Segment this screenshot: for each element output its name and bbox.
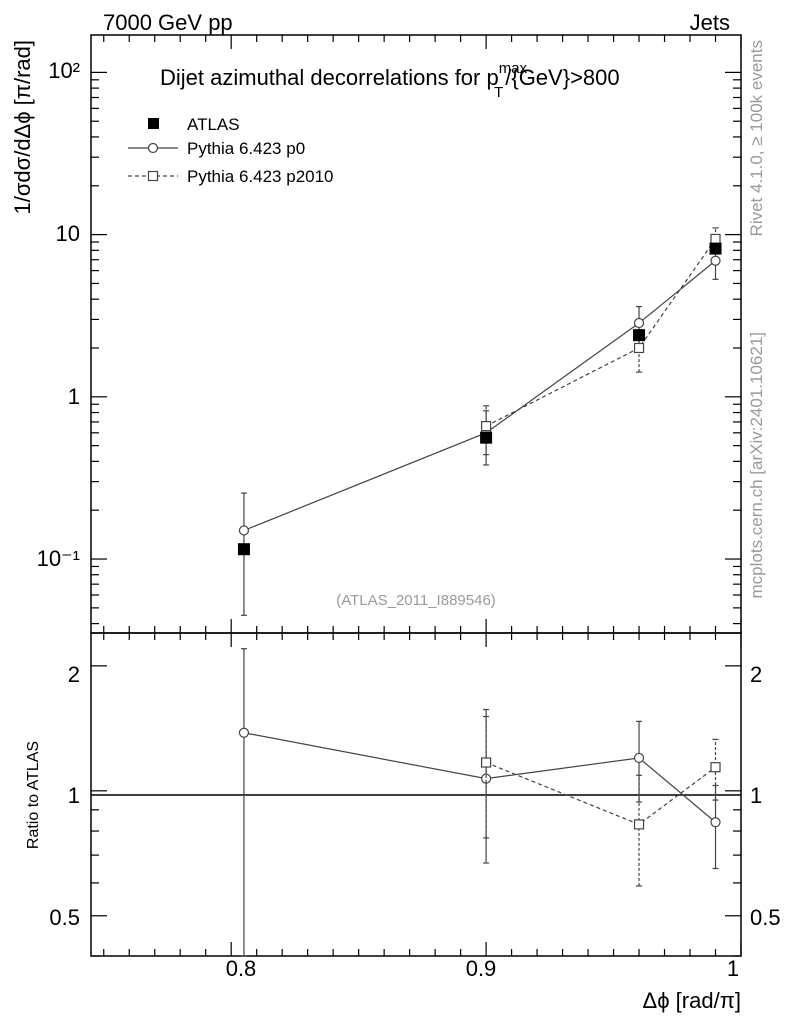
header-right: Jets bbox=[690, 10, 730, 35]
y-tick-labels: 10⁻¹ 1 10 10² bbox=[37, 58, 80, 571]
main-line-p0 bbox=[243, 260, 716, 532]
data-marks bbox=[237, 227, 722, 957]
point-atlas bbox=[237, 543, 250, 556]
main-line-p2010 bbox=[485, 238, 717, 427]
point-p0 bbox=[238, 525, 250, 536]
ratio-point-p2010 bbox=[710, 762, 721, 773]
x-tick-label-0.8: 0.8 bbox=[226, 956, 257, 981]
ratio-tick-labels: 0.5 1 2 0.5 1 2 bbox=[49, 662, 780, 930]
point-p2010 bbox=[710, 233, 721, 245]
ratio-tick-label-1: 1 bbox=[68, 783, 80, 808]
y-tick-label-100: 10² bbox=[48, 58, 80, 83]
ratio-point-p2010 bbox=[480, 757, 492, 768]
x-tick-label-1: 1 bbox=[727, 956, 739, 981]
mcplots-label: mcplots.cern.ch [arXiv:2401.10621] bbox=[747, 332, 766, 598]
ratio-tick-label-2: 2 bbox=[68, 662, 80, 687]
point-p0 bbox=[710, 255, 721, 266]
x-axis-label: Δϕ [rad/π] bbox=[643, 988, 741, 1013]
legend-marker-p2010 bbox=[147, 170, 159, 182]
ratio-line-p2010 bbox=[485, 761, 716, 826]
legend: ATLAS Pythia 6.423 p0 Pythia 6.423 p2010 bbox=[128, 115, 334, 186]
legend-label-atlas: ATLAS bbox=[187, 115, 240, 134]
point-atlas bbox=[633, 329, 646, 342]
legend-marker-p0 bbox=[147, 142, 159, 154]
legend-label-p0: Pythia 6.423 p0 bbox=[187, 139, 305, 158]
x-tick-label-0.9: 0.9 bbox=[466, 956, 497, 981]
point-p2010 bbox=[633, 342, 645, 354]
point-atlas bbox=[480, 431, 493, 444]
y-tick-label-0.1: 10⁻¹ bbox=[37, 546, 80, 571]
chart-title: Dijet azimuthal decorrelations for pmax T… bbox=[160, 60, 620, 101]
ratio-tick-label-right-1: 1 bbox=[750, 783, 762, 808]
ratio-point-p0 bbox=[710, 817, 721, 828]
point-atlas bbox=[709, 242, 722, 255]
ratio-point-p0 bbox=[480, 773, 492, 784]
y-tick-label-1: 1 bbox=[68, 384, 80, 409]
ratio-axis-label: Ratio to ATLAS bbox=[25, 741, 42, 849]
ratio-point-p0 bbox=[633, 752, 645, 764]
analysis-watermark: (ATLAS_2011_I889546) bbox=[336, 592, 496, 609]
header-left: 7000 GeV pp bbox=[103, 10, 233, 35]
ratio-point-p0 bbox=[238, 727, 250, 738]
y-axis-label: 1/σdσ/dΔϕ [π/rad] bbox=[10, 40, 35, 215]
ratio-tick-label-right-0.5: 0.5 bbox=[750, 905, 781, 930]
x-tick-labels: 0.8 0.9 1 bbox=[226, 956, 739, 981]
ratio-tick-label-0.5: 0.5 bbox=[49, 905, 80, 930]
ratio-line-p0 bbox=[243, 732, 716, 823]
point-p0 bbox=[633, 317, 645, 329]
ratio-point-p2010 bbox=[633, 819, 645, 830]
ratio-tick-label-right-2: 2 bbox=[750, 662, 762, 687]
point-p2010 bbox=[480, 420, 492, 432]
axis-ticks bbox=[91, 35, 742, 957]
rivet-label: Rivet 4.1.0, ≥ 100k events bbox=[747, 40, 766, 236]
y-tick-label-10: 10 bbox=[56, 221, 80, 246]
legend-label-p2010: Pythia 6.423 p2010 bbox=[187, 167, 334, 186]
legend-marker-atlas bbox=[148, 118, 159, 129]
